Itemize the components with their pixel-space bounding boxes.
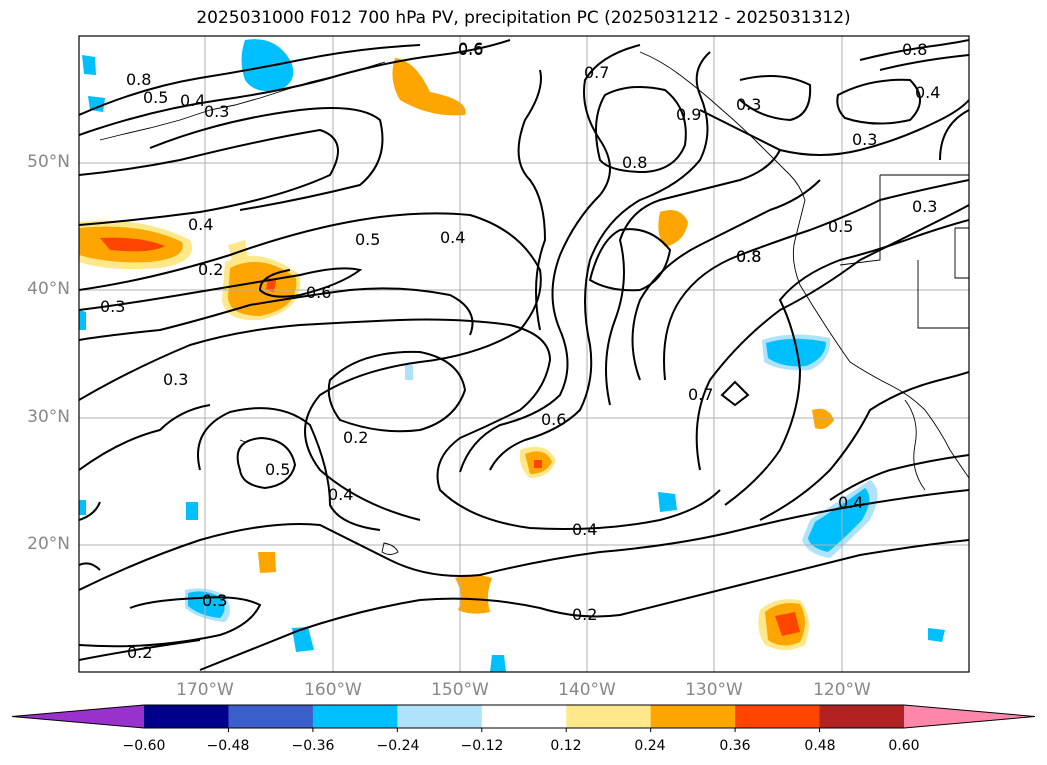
contour-label: 0.6	[458, 39, 483, 58]
colorbar-tick: −0.48	[206, 738, 250, 754]
contour-label: 0.8	[622, 153, 647, 172]
lon-label-160w: 160°W	[304, 680, 362, 700]
contour-label: 0.3	[852, 130, 877, 149]
contour-label: 0.3	[100, 297, 125, 316]
contour-label: 0.2	[127, 643, 152, 662]
contour-label: 0.6	[458, 40, 483, 59]
contour-label: 0.3	[202, 591, 227, 610]
pv-contours	[79, 39, 969, 671]
colorbar-tick: 0.24	[634, 738, 666, 754]
precip-shading	[79, 39, 945, 672]
contour-label: 0.3	[204, 102, 229, 121]
lon-label-170w: 170°W	[176, 680, 234, 700]
contour-label: 0.9	[676, 105, 701, 124]
colorbar-segment	[735, 705, 821, 728]
contour-label: 0.8	[126, 70, 151, 89]
colorbar-segment	[312, 705, 398, 728]
contour-label: 0.4	[915, 83, 940, 102]
contour-label: 0.2	[343, 428, 368, 447]
contour-label: 0.3	[202, 591, 227, 610]
colorbar-tick: 0.48	[804, 738, 836, 754]
map-plot: 0.8 0.6 0.5 0.4 0.3 0.6 0.7 0.8 0.3 0.9 …	[78, 35, 970, 673]
lat-label-20n: 20°N	[27, 534, 70, 554]
contour-label: 0.6	[541, 410, 566, 429]
contour-label: 0.4	[328, 485, 353, 504]
colorbar-segment	[650, 705, 736, 728]
contour-label: 0.2	[572, 605, 597, 624]
contour-label: 0.4	[180, 91, 205, 110]
colorbar-segment	[397, 705, 483, 728]
contour-label: 0.8	[736, 247, 761, 266]
colorbar-tick: 0.12	[550, 738, 582, 754]
contour-label: 0.6	[306, 283, 331, 302]
contour-label: 0.8	[736, 247, 761, 266]
colorbar-extend-min	[12, 705, 144, 728]
colorbar-tick: 0.36	[719, 738, 751, 754]
colorbar-tick: −0.24	[376, 738, 420, 754]
plot-background	[79, 36, 969, 672]
contour-label: 0.5	[143, 88, 168, 107]
colorbar-segment	[481, 705, 567, 728]
colorbar-segment	[819, 705, 905, 728]
plot-frame	[78, 35, 970, 673]
colorbar-extend-max	[904, 705, 1035, 728]
contour-label: 0.4	[838, 493, 863, 512]
graticule	[79, 36, 969, 672]
map-title: 2025031000 F012 700 hPa PV, precipitatio…	[196, 8, 851, 28]
contour-labels: 0.8 0.6 0.5 0.4 0.3 0.6 0.7 0.8 0.3 0.9 …	[100, 39, 940, 662]
colorbar-tick: −0.12	[460, 738, 504, 754]
contour-label: 0.8	[902, 40, 927, 59]
contour-label: 0.7	[584, 63, 609, 82]
contour-label: 0.3	[736, 95, 761, 114]
contour-label: 0.5	[265, 460, 290, 479]
colorbar-segment	[144, 705, 229, 728]
lon-label-140w: 140°W	[558, 680, 616, 700]
contour-label: 0.7	[688, 385, 713, 404]
lat-label-50n: 50°N	[27, 152, 70, 172]
contour-label: 0.3	[163, 370, 188, 389]
colorbar-segment	[228, 705, 314, 728]
lon-label-130w: 130°W	[685, 680, 743, 700]
lon-label-150w: 150°W	[431, 680, 489, 700]
colorbar-tick: −0.60	[122, 738, 166, 754]
lat-label-30n: 30°N	[27, 407, 70, 427]
lon-label-120w: 120°W	[813, 680, 871, 700]
contour-label: 0.4	[572, 520, 597, 539]
lat-label-40n: 40°N	[27, 279, 70, 299]
colorbar-tick: −0.36	[291, 738, 335, 754]
contour-label: 0.5	[355, 230, 380, 249]
contour-label: 0.4	[440, 228, 465, 247]
colorbar-segment	[566, 705, 652, 728]
colorbar-outline	[11, 704, 1036, 729]
contour-label: 0.4	[188, 215, 213, 234]
contour-label: 0.3	[912, 197, 937, 216]
contour-label: 0.2	[198, 260, 223, 279]
colorbar-tick: 0.60	[888, 738, 920, 754]
contour-label: 0.5	[828, 217, 853, 236]
